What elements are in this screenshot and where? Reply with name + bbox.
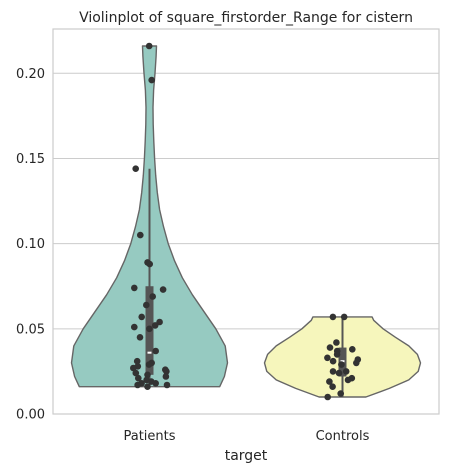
data-point bbox=[149, 293, 156, 300]
data-point bbox=[134, 381, 141, 389]
data-point bbox=[324, 354, 331, 362]
data-point bbox=[152, 380, 159, 387]
chart-title: Violinplot of square_firstorder_Range fo… bbox=[79, 10, 413, 26]
data-point bbox=[152, 347, 159, 355]
y-tick-label: 0.00 bbox=[16, 408, 45, 423]
data-point bbox=[146, 260, 153, 268]
x-axis-label: target bbox=[225, 448, 268, 464]
data-point bbox=[131, 284, 138, 292]
data-point bbox=[344, 376, 352, 384]
data-point bbox=[326, 344, 334, 351]
data-point bbox=[340, 313, 348, 321]
data-point bbox=[138, 313, 145, 321]
data-point bbox=[342, 368, 350, 375]
data-point bbox=[349, 346, 356, 353]
data-point bbox=[132, 165, 139, 172]
y-tick-label: 0.20 bbox=[16, 67, 45, 82]
y-tick-label: 0.10 bbox=[16, 237, 45, 252]
data-point bbox=[135, 374, 142, 382]
data-point bbox=[333, 351, 341, 358]
data-point bbox=[337, 390, 345, 397]
x-tick-label: Controls bbox=[316, 429, 370, 444]
y-axis-ticks: 0.00 0.05 0.10 0.15 0.20 bbox=[16, 67, 45, 423]
data-point bbox=[159, 286, 167, 293]
data-point bbox=[131, 323, 138, 331]
data-point bbox=[353, 359, 360, 367]
data-point bbox=[133, 357, 141, 365]
data-point bbox=[151, 322, 159, 329]
data-point bbox=[145, 42, 153, 50]
median-marker bbox=[147, 351, 152, 354]
plot-frame bbox=[52, 28, 440, 415]
data-point bbox=[329, 368, 337, 375]
data-point bbox=[144, 383, 151, 391]
y-tick-label: 0.05 bbox=[16, 322, 45, 337]
data-point bbox=[329, 313, 337, 321]
data-point bbox=[144, 371, 151, 379]
x-axis-ticks: Patients Controls bbox=[123, 429, 369, 444]
data-point bbox=[136, 334, 144, 341]
points bbox=[130, 42, 362, 401]
data-point bbox=[335, 369, 343, 377]
x-tick-label: Patients bbox=[123, 429, 175, 444]
data-point bbox=[324, 393, 332, 401]
data-point bbox=[130, 364, 137, 372]
median-marker bbox=[340, 360, 345, 363]
data-point bbox=[148, 76, 155, 84]
data-point bbox=[329, 357, 337, 365]
data-point bbox=[338, 361, 345, 368]
data-point bbox=[163, 368, 170, 375]
data-point bbox=[145, 361, 153, 368]
data-point bbox=[137, 231, 144, 239]
data-point bbox=[162, 373, 170, 380]
data-point bbox=[146, 325, 153, 333]
y-tick-label: 0.15 bbox=[16, 152, 45, 167]
data-point bbox=[132, 369, 140, 377]
data-point bbox=[143, 301, 150, 309]
data-point bbox=[329, 383, 336, 391]
data-point bbox=[163, 381, 171, 389]
data-point bbox=[326, 378, 333, 385]
data-point bbox=[333, 339, 340, 346]
